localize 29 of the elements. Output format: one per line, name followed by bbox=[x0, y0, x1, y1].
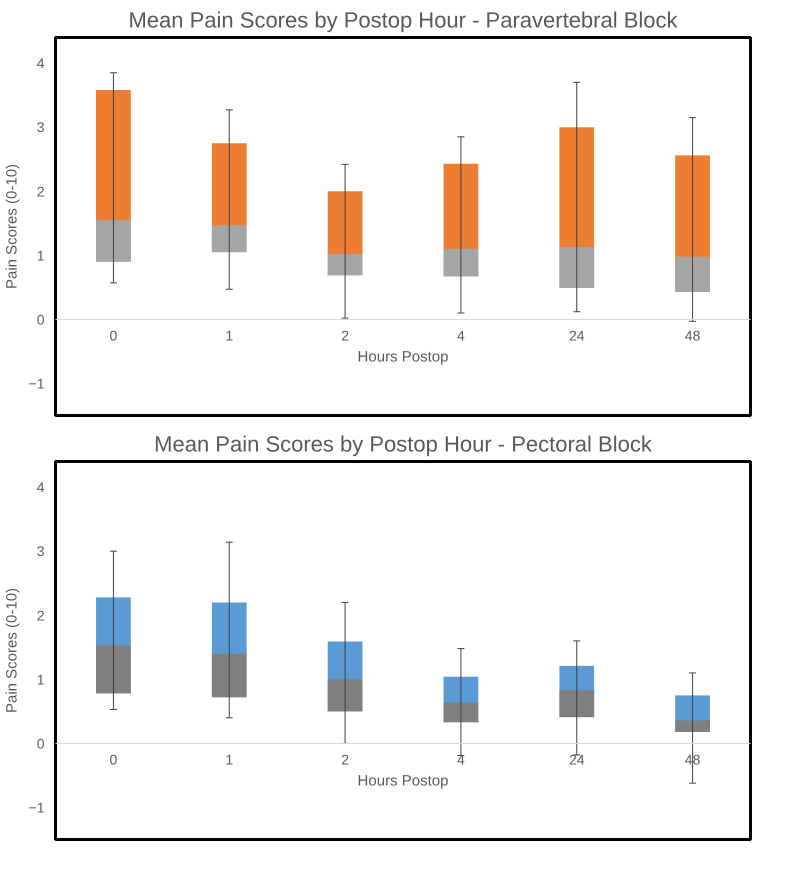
x-axis-title: Hours Postop bbox=[358, 772, 448, 790]
x-tick-label: 0 bbox=[110, 327, 118, 344]
x-tick-label: 4 bbox=[457, 751, 466, 768]
y-tick-label: 0 bbox=[36, 735, 45, 752]
x-axis-title: Hours Postop bbox=[358, 348, 448, 366]
y-tick-label: 1 bbox=[36, 247, 45, 264]
y-tick-label: −1 bbox=[28, 375, 45, 392]
y-tick-label: 4 bbox=[36, 479, 45, 496]
x-tick-label: 48 bbox=[684, 327, 701, 344]
y-tick-label: 2 bbox=[36, 183, 45, 200]
x-tick-label: 24 bbox=[568, 751, 585, 768]
x-tick-label: 24 bbox=[568, 327, 585, 344]
y-tick-label: 4 bbox=[36, 55, 45, 72]
y-axis-title: Pain Scores (0-10) bbox=[4, 588, 21, 714]
y-tick-label: −1 bbox=[28, 799, 45, 816]
x-tick-label: 4 bbox=[457, 327, 466, 344]
y-tick-label: 2 bbox=[36, 607, 45, 624]
x-tick-label: 0 bbox=[110, 751, 118, 768]
x-tick-label: 1 bbox=[225, 327, 234, 344]
chart-title: Mean Pain Scores by Postop Hour - Paravertebral Block bbox=[128, 8, 679, 32]
chart-title: Mean Pain Scores by Postop Hour - Pectoral Block bbox=[154, 432, 653, 456]
y-tick-label: 3 bbox=[36, 119, 45, 136]
x-tick-label: 1 bbox=[225, 751, 234, 768]
y-tick-label: 3 bbox=[36, 543, 45, 560]
y-tick-label: 1 bbox=[36, 671, 45, 688]
y-tick-label: 0 bbox=[36, 311, 45, 328]
x-tick-label: 2 bbox=[341, 327, 350, 344]
x-tick-label: 2 bbox=[341, 751, 350, 768]
y-axis-title: Pain Scores (0-10) bbox=[4, 164, 21, 290]
